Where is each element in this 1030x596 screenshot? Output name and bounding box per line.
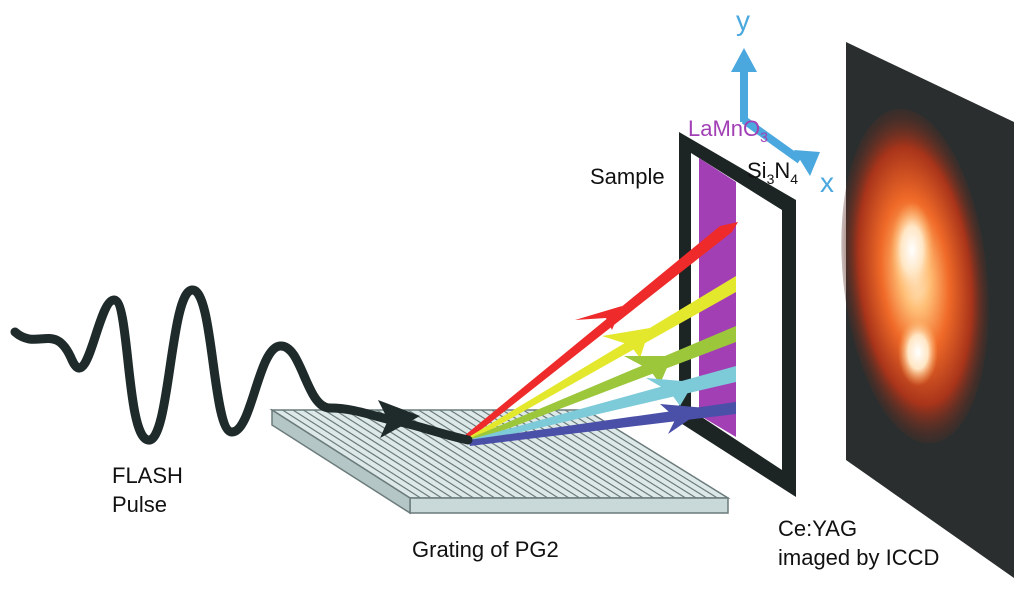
grating-groove [334, 409, 474, 499]
grating-groove [543, 409, 686, 499]
membrane-n-sub: 4 [790, 171, 798, 187]
film-label: LaMnO3 [688, 116, 768, 145]
membrane-si-sub: 3 [767, 171, 775, 187]
grating-groove [344, 409, 485, 499]
beam-blue [468, 402, 736, 446]
grating-groove [428, 409, 570, 499]
pulse-label-line2: Pulse [112, 492, 167, 517]
detector-screen [841, 42, 1014, 578]
grating-groove [407, 409, 549, 499]
membrane-n: N [774, 158, 790, 183]
grating-groove [313, 409, 453, 499]
beam-yellow-arrow [602, 328, 650, 358]
beam-red [464, 222, 738, 440]
grating-groove [533, 409, 676, 499]
beam-cyan-arrow [646, 378, 694, 406]
grating-label: Grating of PG2 [412, 537, 559, 562]
grating-groove [303, 409, 443, 499]
flash-pulse-wave [10, 285, 473, 445]
x-axis-arrowhead [794, 150, 820, 176]
coordinate-axes: y x [731, 5, 834, 198]
grating-groove [449, 409, 591, 499]
beam-blue-arrow [660, 404, 706, 434]
beam-green [468, 326, 736, 443]
pulse-arrowhead [378, 400, 420, 438]
pulse-label-line1: FLASH [112, 463, 183, 488]
beam-red-arrow [575, 306, 622, 330]
y-axis-arrowhead [731, 48, 757, 72]
axis-y-label: y [736, 5, 750, 36]
beam-green-arrow [624, 356, 672, 384]
grating-groove [418, 409, 559, 499]
membrane-label: Si3N4 [747, 158, 798, 187]
sample-label: Sample [590, 164, 665, 189]
diffracted-beams [464, 222, 738, 446]
beam-yellow [467, 276, 736, 442]
grating-groove [355, 409, 496, 499]
grating-groove [282, 409, 421, 499]
detector-label-line1: Ce:YAG [778, 516, 857, 541]
sample-frame [679, 132, 796, 497]
grating-groove [439, 409, 580, 499]
film-label-base: LaMnO [688, 116, 760, 141]
axis-x-label: x [820, 167, 834, 198]
grating-groove [292, 409, 432, 499]
film-label-sub: 3 [760, 129, 768, 145]
grating-groove [323, 409, 464, 499]
membrane-si: Si [747, 158, 767, 183]
grating-plate [269, 408, 731, 515]
grating-grooves [282, 409, 718, 499]
detector-label-line2: imaged by ICCD [778, 545, 939, 570]
